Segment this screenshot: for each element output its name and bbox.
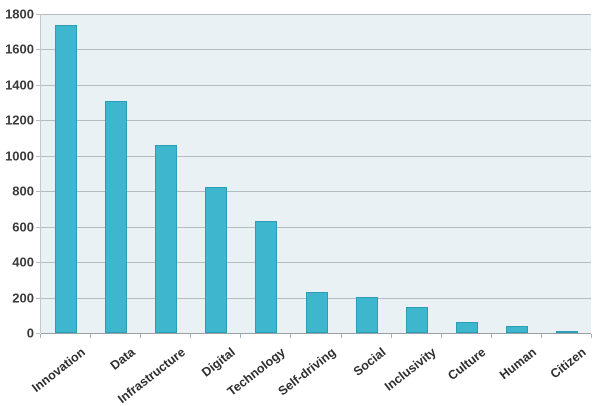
x-axis-label-digital: Digital bbox=[199, 345, 238, 380]
y-axis-tick bbox=[36, 120, 40, 122]
bar-technology bbox=[255, 221, 278, 333]
bar-citizen bbox=[555, 331, 578, 333]
x-axis-label-innovation: Innovation bbox=[29, 345, 88, 395]
y-axis-tick bbox=[36, 155, 40, 157]
y-tick-label-0: 0 bbox=[26, 325, 34, 341]
bar-infrastructure bbox=[155, 145, 178, 333]
x-axis-tick bbox=[40, 334, 41, 338]
y-tick-label-1400: 1400 bbox=[5, 77, 34, 93]
gridline-600 bbox=[41, 226, 591, 228]
x-axis-tick bbox=[490, 334, 492, 338]
y-tick-label-1200: 1200 bbox=[5, 112, 34, 128]
y-axis-tick bbox=[36, 84, 40, 86]
y-tick-label-400: 400 bbox=[12, 254, 34, 270]
x-axis-label-inclusivity: Inclusivity bbox=[381, 345, 439, 394]
x-axis-tick bbox=[140, 334, 142, 338]
x-axis-tick bbox=[290, 334, 292, 338]
y-axis-tick bbox=[36, 297, 40, 299]
x-axis-tick bbox=[540, 334, 542, 338]
y-tick-label-1800: 1800 bbox=[5, 6, 34, 22]
plot-area bbox=[40, 14, 591, 334]
x-axis-tick bbox=[440, 334, 442, 338]
x-axis-tick bbox=[390, 334, 392, 338]
x-axis-label-data: Data bbox=[107, 345, 138, 373]
y-tick-label-1600: 1600 bbox=[5, 41, 34, 57]
bar-human bbox=[505, 325, 528, 333]
y-axis-tick bbox=[36, 262, 40, 264]
x-axis-label-human: Human bbox=[496, 345, 539, 383]
bar-inclusivity bbox=[405, 307, 428, 333]
x-axis-tick bbox=[90, 334, 92, 338]
y-axis-tick bbox=[36, 14, 40, 15]
y-tick-label-200: 200 bbox=[12, 290, 34, 306]
y-tick-label-800: 800 bbox=[12, 183, 34, 199]
y-tick-label-600: 600 bbox=[12, 219, 34, 235]
y-axis-tick bbox=[36, 49, 40, 51]
x-axis-baseline bbox=[41, 333, 591, 334]
gridline-800 bbox=[41, 191, 591, 193]
x-axis-label-citizen: Citizen bbox=[547, 345, 589, 382]
gridline-1000 bbox=[41, 155, 591, 157]
y-axis-tick bbox=[36, 191, 40, 193]
gridline-1600 bbox=[41, 49, 591, 51]
gridline-1400 bbox=[41, 84, 591, 86]
x-axis-label-social: Social bbox=[350, 345, 389, 379]
x-axis-tick bbox=[190, 334, 192, 338]
y-axis-tick bbox=[36, 333, 40, 334]
bar-self-driving bbox=[305, 292, 328, 333]
y-tick-label-1000: 1000 bbox=[5, 148, 34, 164]
bar-digital bbox=[205, 186, 228, 333]
gridline-400 bbox=[41, 262, 591, 264]
bar-innovation bbox=[55, 24, 78, 333]
bar-data bbox=[105, 100, 128, 333]
gridline-1200 bbox=[41, 120, 591, 122]
x-axis-label-culture: Culture bbox=[445, 345, 489, 383]
y-axis-tick bbox=[36, 226, 40, 228]
bar-culture bbox=[455, 322, 478, 333]
x-axis-tick bbox=[340, 334, 342, 338]
gridline-1800 bbox=[41, 14, 591, 15]
bar-social bbox=[355, 296, 378, 333]
x-axis-tick bbox=[591, 334, 592, 338]
x-axis-tick bbox=[240, 334, 242, 338]
